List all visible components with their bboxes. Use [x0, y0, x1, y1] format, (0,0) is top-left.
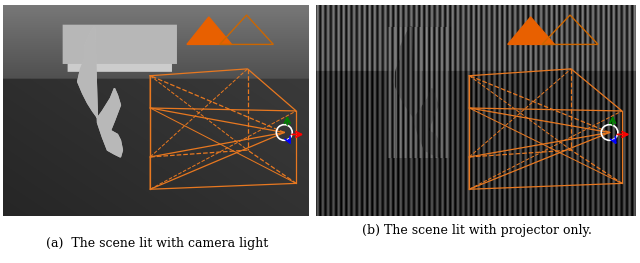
Text: (a)  The scene lit with camera light: (a) The scene lit with camera light [45, 237, 268, 250]
Polygon shape [187, 17, 232, 44]
Polygon shape [77, 27, 122, 157]
Text: (b) The scene lit with projector only.: (b) The scene lit with projector only. [362, 224, 592, 237]
Polygon shape [508, 17, 554, 44]
Polygon shape [77, 27, 122, 157]
Polygon shape [394, 27, 440, 157]
